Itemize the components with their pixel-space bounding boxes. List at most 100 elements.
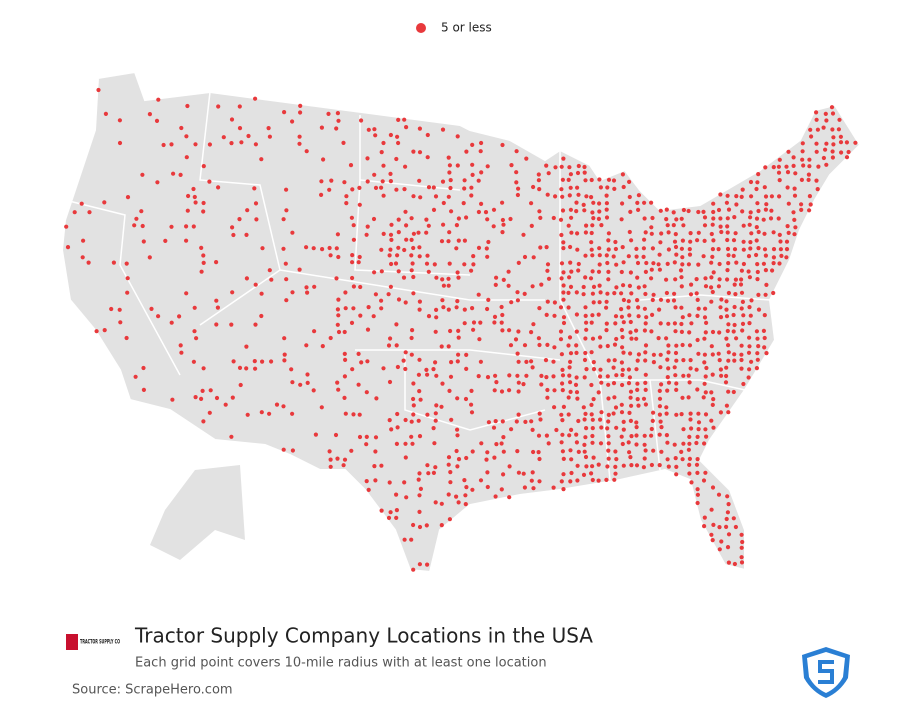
location-dot [621,350,626,355]
location-dot [513,337,519,342]
location-dot [590,253,595,258]
location-dot [282,336,287,341]
location-dot [764,351,769,356]
location-dot [665,457,670,462]
location-dot [628,330,633,335]
location-dot [740,539,745,545]
location-dot [441,200,446,206]
location-dot [358,313,363,318]
location-dot [464,485,469,490]
location-dot [619,410,625,415]
location-dot [807,194,813,199]
location-dot [471,262,476,267]
location-dot [605,426,610,431]
location-dot [207,179,212,184]
location-dot [634,328,639,333]
location-dot [529,201,534,206]
location-dot [642,442,647,447]
location-dot [747,367,752,372]
location-dot [245,412,250,417]
location-dot [514,170,519,175]
location-dot [431,470,436,475]
location-dot [506,283,511,288]
location-dot [561,156,566,161]
location-dot [387,418,392,423]
location-dot [626,254,631,259]
location-dot [606,177,612,182]
location-dot [366,305,371,310]
location-dot [491,224,496,229]
location-dot [508,343,514,348]
location-dot [561,246,566,251]
location-dot [680,262,685,267]
location-dot [635,200,640,205]
location-dot [575,247,580,252]
location-dot [179,125,184,131]
location-dot [290,448,295,453]
location-dot [446,344,451,349]
location-dot [463,396,469,402]
location-dot [559,164,564,169]
location-dot [117,140,123,146]
location-dot [492,455,497,460]
location-dot [402,117,407,122]
location-dot [731,238,737,243]
location-dot [657,404,663,409]
location-dot [492,320,497,325]
location-dot [252,186,257,191]
location-dot [612,186,617,191]
location-dot [711,216,716,221]
location-dot [574,440,580,445]
usa-map [60,70,862,574]
location-dot [424,217,429,222]
location-dot [799,202,804,207]
location-dot [732,358,737,363]
location-dot [688,292,694,297]
location-dot [574,390,580,395]
location-dot [704,434,709,439]
location-dot [455,163,460,168]
location-dot [696,351,701,356]
location-dot [702,360,707,365]
location-dot [433,500,438,505]
location-dot [386,515,392,521]
location-dot [431,207,437,212]
location-dot [643,402,649,407]
location-dot [350,367,355,372]
location-dot [432,441,437,446]
location-dot [558,329,564,334]
location-dot [590,210,595,215]
location-dot [290,411,295,416]
location-dot [814,117,819,122]
location-dot [612,291,617,296]
location-dot [695,492,701,497]
location-dot [634,246,639,251]
location-dot [507,464,512,469]
location-dot [719,229,724,235]
location-dot [762,345,767,350]
location-dot [530,284,535,289]
location-dot [140,172,145,177]
location-dot [777,232,782,237]
location-dot [403,455,408,460]
location-dot [696,306,701,311]
location-dot [327,187,332,192]
location-dot [659,425,664,430]
location-dot [702,315,708,320]
location-dot [478,320,483,325]
location-dot [260,246,265,251]
location-dot [576,418,581,424]
location-dot [207,410,212,415]
location-dot [643,343,649,348]
location-dot [726,389,731,394]
location-dot [596,462,601,467]
location-dot [681,441,686,446]
location-dot [403,366,408,372]
location-dot [417,178,422,183]
location-dot [754,225,759,230]
location-dot [747,321,752,326]
location-dot [381,231,386,236]
location-dot [184,238,189,243]
location-dot [186,193,191,199]
